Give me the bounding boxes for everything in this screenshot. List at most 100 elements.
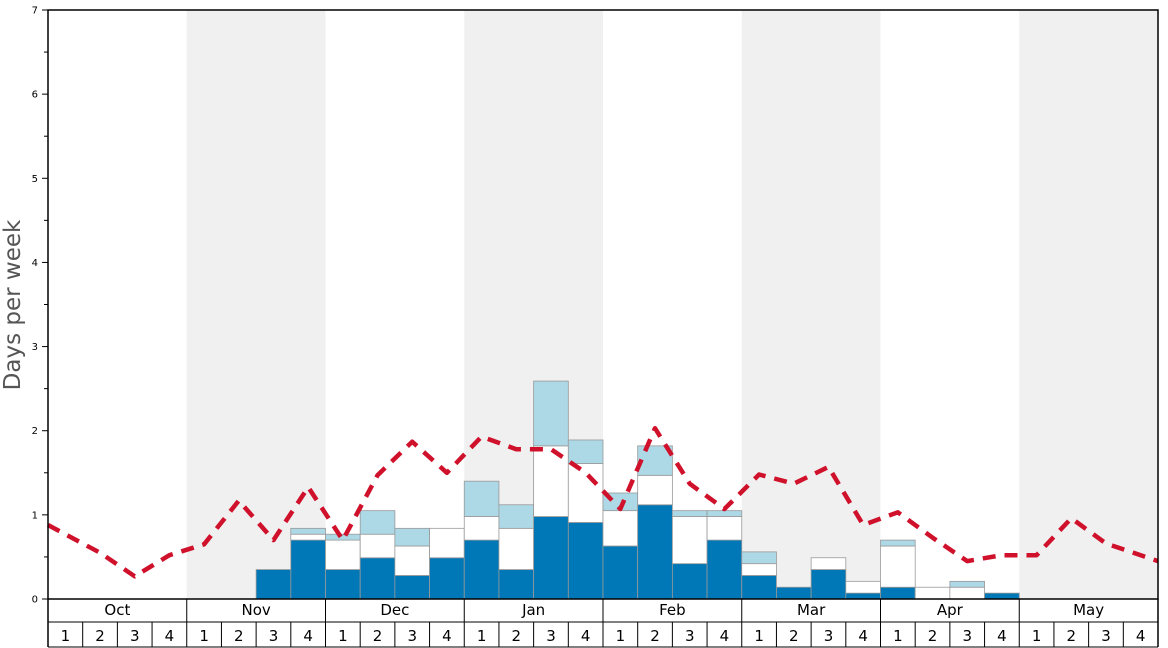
bar-segment-light-27 xyxy=(949,580,985,588)
week-label: 1 xyxy=(199,627,209,645)
month-label-nov: Nov xyxy=(241,601,270,619)
bar-segment-dark-28 xyxy=(984,592,1020,600)
bar-segment-white-24 xyxy=(845,580,881,594)
month-band-oct xyxy=(48,10,187,599)
y-tick-label: 6 xyxy=(32,90,38,101)
bar-segment-white-20 xyxy=(706,516,743,541)
bar-segment-white-17 xyxy=(602,510,639,547)
bar-segment-light-20 xyxy=(706,510,743,517)
week-label: 2 xyxy=(1067,627,1077,645)
bar-segment-dark-19 xyxy=(671,563,708,600)
bar-segment-light-15 xyxy=(533,380,569,447)
month-label-may: May xyxy=(1073,601,1104,619)
bar-segment-dark-14 xyxy=(498,569,535,600)
bar-segment-dark-21 xyxy=(741,575,777,600)
bar-segment-white-26 xyxy=(914,586,951,600)
month-band-may xyxy=(1019,10,1158,599)
week-label: 1 xyxy=(616,627,626,645)
bar-segment-dark-9 xyxy=(325,569,361,600)
bar-segment-white-14 xyxy=(498,527,535,570)
bar-segment-dark-18 xyxy=(637,504,673,600)
week-label: 1 xyxy=(893,627,903,645)
week-label: 3 xyxy=(685,627,695,645)
week-label: 4 xyxy=(581,627,591,645)
bar-segment-dark-12 xyxy=(429,557,465,600)
bar-segment-white-12 xyxy=(429,527,465,559)
x-axis: Oct 1 2 3 4 Nov 1 2 3 4 Dec 1 2 3 4 Jan 1 2 3 4 Feb 1 2 3 4 Mar 1 2… xyxy=(47,599,1159,648)
month-label-jan: Jan xyxy=(521,601,545,619)
y-tick-label: 1 xyxy=(32,510,38,521)
week-label: 3 xyxy=(130,627,140,645)
average-dashed-line xyxy=(46,425,1159,579)
month-band-mar xyxy=(741,10,881,599)
bar-segment-light-19 xyxy=(671,510,708,517)
bar-segment-light-21 xyxy=(741,551,777,565)
week-label: 2 xyxy=(373,627,383,645)
bar-segment-white-25 xyxy=(880,545,916,588)
bar-segment-dark-8 xyxy=(290,539,326,600)
week-label: 2 xyxy=(928,627,938,645)
week-label: 3 xyxy=(407,627,417,645)
bar-segment-dark-10 xyxy=(359,557,396,600)
month-label-oct: Oct xyxy=(104,601,130,619)
bar-segment-dark-7 xyxy=(255,569,292,600)
week-label: 4 xyxy=(303,627,313,645)
bar-segment-dark-11 xyxy=(394,575,430,600)
month-label-feb: Feb xyxy=(659,601,686,619)
bar-segment-dark-23 xyxy=(810,569,847,600)
y-tick-label: 4 xyxy=(32,258,38,269)
bar-segment-white-27 xyxy=(949,586,985,600)
week-label: 3 xyxy=(824,627,834,645)
week-label: 1 xyxy=(1032,627,1042,645)
week-label: 4 xyxy=(1136,627,1146,645)
week-label: 1 xyxy=(61,627,71,645)
bar-segment-light-13 xyxy=(463,480,500,517)
week-label: 4 xyxy=(165,627,175,645)
bar-segment-white-21 xyxy=(741,563,777,576)
week-label: 3 xyxy=(962,627,972,645)
bars-group xyxy=(255,380,1020,600)
bar-segment-white-19 xyxy=(671,516,708,565)
bar-segment-dark-15 xyxy=(533,516,569,600)
month-label-dec: Dec xyxy=(380,601,409,619)
y-axis-label: Days per week xyxy=(0,219,26,390)
bar-segment-dark-16 xyxy=(567,522,604,600)
bar-segment-white-9 xyxy=(325,539,361,570)
week-label: 2 xyxy=(789,627,799,645)
bar-segment-white-15 xyxy=(533,445,569,517)
week-label: 3 xyxy=(546,627,556,645)
month-band-apr xyxy=(880,10,1020,599)
bar-segment-white-10 xyxy=(359,533,396,559)
bar-segment-white-18 xyxy=(637,474,673,506)
y-tick-label: 0 xyxy=(32,595,38,606)
bar-segment-light-10 xyxy=(359,510,396,535)
bar-segment-dark-22 xyxy=(776,586,812,600)
bar-segment-white-23 xyxy=(810,557,847,570)
bar-segment-light-14 xyxy=(498,504,535,529)
bar-segment-light-25 xyxy=(880,539,916,547)
week-label: 4 xyxy=(858,627,868,645)
week-label: 3 xyxy=(269,627,279,645)
y-tick-label: 5 xyxy=(32,174,38,185)
bar-segment-light-8 xyxy=(290,527,326,535)
y-tick-label: 3 xyxy=(32,342,38,353)
bar-segment-white-16 xyxy=(567,463,604,523)
bar-segment-dark-24 xyxy=(845,592,881,600)
month-band-dec xyxy=(325,10,465,599)
week-label: 1 xyxy=(754,627,764,645)
bar-segment-light-16 xyxy=(567,439,604,464)
bar-segment-light-9 xyxy=(325,533,361,541)
y-axis: 0 1 2 3 4 5 6 7 xyxy=(32,6,48,606)
bar-segment-dark-20 xyxy=(706,539,743,600)
bar-segment-dark-25 xyxy=(880,586,916,600)
month-band-nov xyxy=(186,10,326,599)
bar-segment-white-13 xyxy=(463,516,500,541)
week-label: 2 xyxy=(512,627,522,645)
week-label: 4 xyxy=(442,627,452,645)
bar-segment-dark-17 xyxy=(602,545,639,600)
week-label: 1 xyxy=(477,627,487,645)
bar-segment-light-11 xyxy=(394,527,430,547)
average-line-group xyxy=(46,425,1159,579)
month-label-mar: Mar xyxy=(797,601,826,619)
